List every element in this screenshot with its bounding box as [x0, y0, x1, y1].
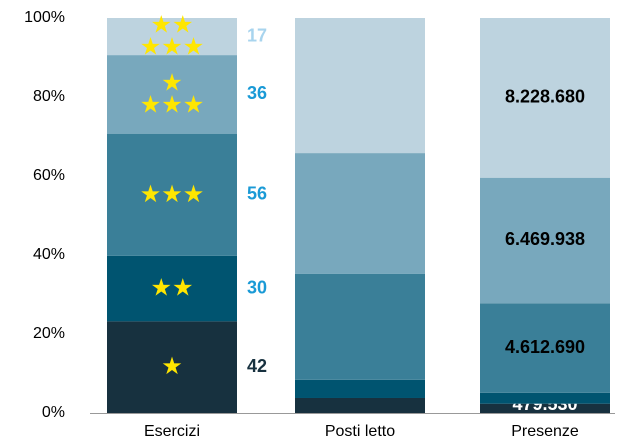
bar-segment	[295, 273, 425, 380]
bar-segment	[295, 397, 425, 413]
bar-segment	[107, 18, 237, 56]
y-tick-label: 100%	[24, 9, 65, 26]
bar-segment	[480, 303, 610, 393]
bar-segment	[295, 379, 425, 398]
bar-segment	[107, 255, 237, 322]
data-label: 36	[247, 83, 267, 103]
star-label: ★★	[150, 274, 193, 302]
star-label: ★	[161, 352, 183, 380]
bar-segment	[480, 403, 610, 413]
x-tick-label: Presenze	[511, 423, 579, 440]
data-label: 6.469.938	[505, 229, 585, 249]
y-tick-label: 40%	[33, 246, 65, 263]
data-label: 30	[247, 277, 267, 297]
data-label: 8.228.680	[505, 87, 585, 107]
y-tick-label: 20%	[33, 325, 65, 342]
data-label: 17	[247, 25, 267, 45]
data-label: 56	[247, 184, 267, 204]
bar-segment	[480, 177, 610, 304]
x-tick-label: Esercizi	[144, 423, 200, 440]
star-label: ★ ★★★	[140, 68, 205, 118]
bar-segment	[480, 392, 610, 404]
bar-segment	[107, 133, 237, 256]
bar-segment	[295, 18, 425, 154]
x-tick-label: Posti letto	[325, 423, 395, 440]
data-label: 42	[247, 356, 267, 376]
data-label: 4.612.690	[505, 337, 585, 357]
y-tick-label: 60%	[33, 167, 65, 184]
bar-segment	[107, 321, 237, 413]
bar-segment	[295, 153, 425, 274]
y-tick-label: 0%	[42, 404, 65, 421]
bar-segment	[107, 55, 237, 134]
y-tick-label: 80%	[33, 88, 65, 105]
star-label: ★★ ★★★	[140, 11, 205, 61]
star-label: ★★★	[140, 180, 205, 208]
bar-segment	[480, 18, 610, 178]
